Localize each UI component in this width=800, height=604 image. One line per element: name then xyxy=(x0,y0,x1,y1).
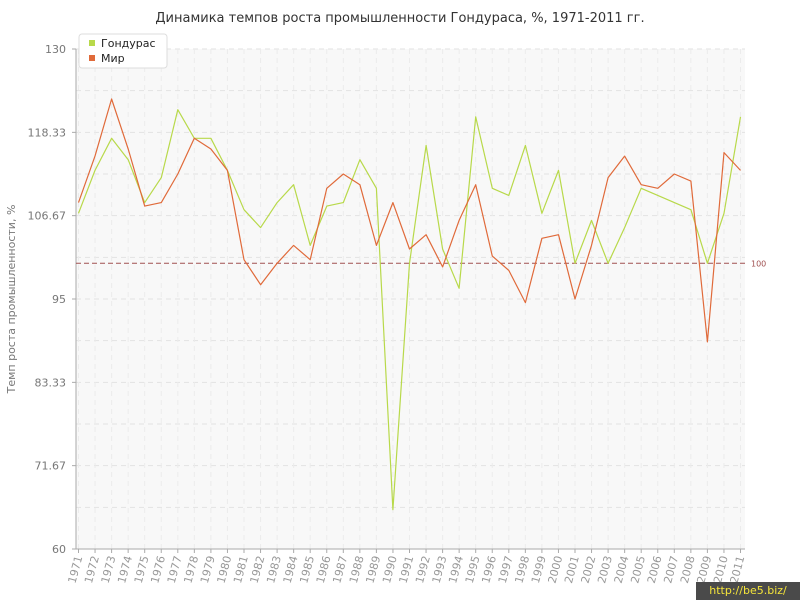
reference-line-label: 100 xyxy=(751,259,766,268)
legend-marker xyxy=(89,55,95,61)
y-tick-label: 71.67 xyxy=(35,460,67,473)
legend-label: Мир xyxy=(101,52,125,65)
legend-label: Гондурас xyxy=(101,37,156,50)
y-tick-label: 106.67 xyxy=(28,210,67,223)
chart-title: Динамика темпов роста промышленности Гон… xyxy=(155,11,644,26)
y-tick-label: 83.33 xyxy=(35,376,67,389)
series-line-world xyxy=(77,98,741,343)
watermark: http://be5.biz/ xyxy=(696,582,800,600)
legend-marker xyxy=(89,40,95,46)
series-line-honduras xyxy=(77,109,742,511)
y-tick-label: 60 xyxy=(52,543,66,556)
y-tick-label: 118.33 xyxy=(28,126,67,139)
y-tick-label: 95 xyxy=(52,293,66,306)
y-axis-label: Темп роста промышленности, % xyxy=(5,205,18,395)
legend-box xyxy=(78,33,168,69)
y-tick-label: 130 xyxy=(45,43,66,56)
x-tick-label: 2011 xyxy=(728,554,748,584)
